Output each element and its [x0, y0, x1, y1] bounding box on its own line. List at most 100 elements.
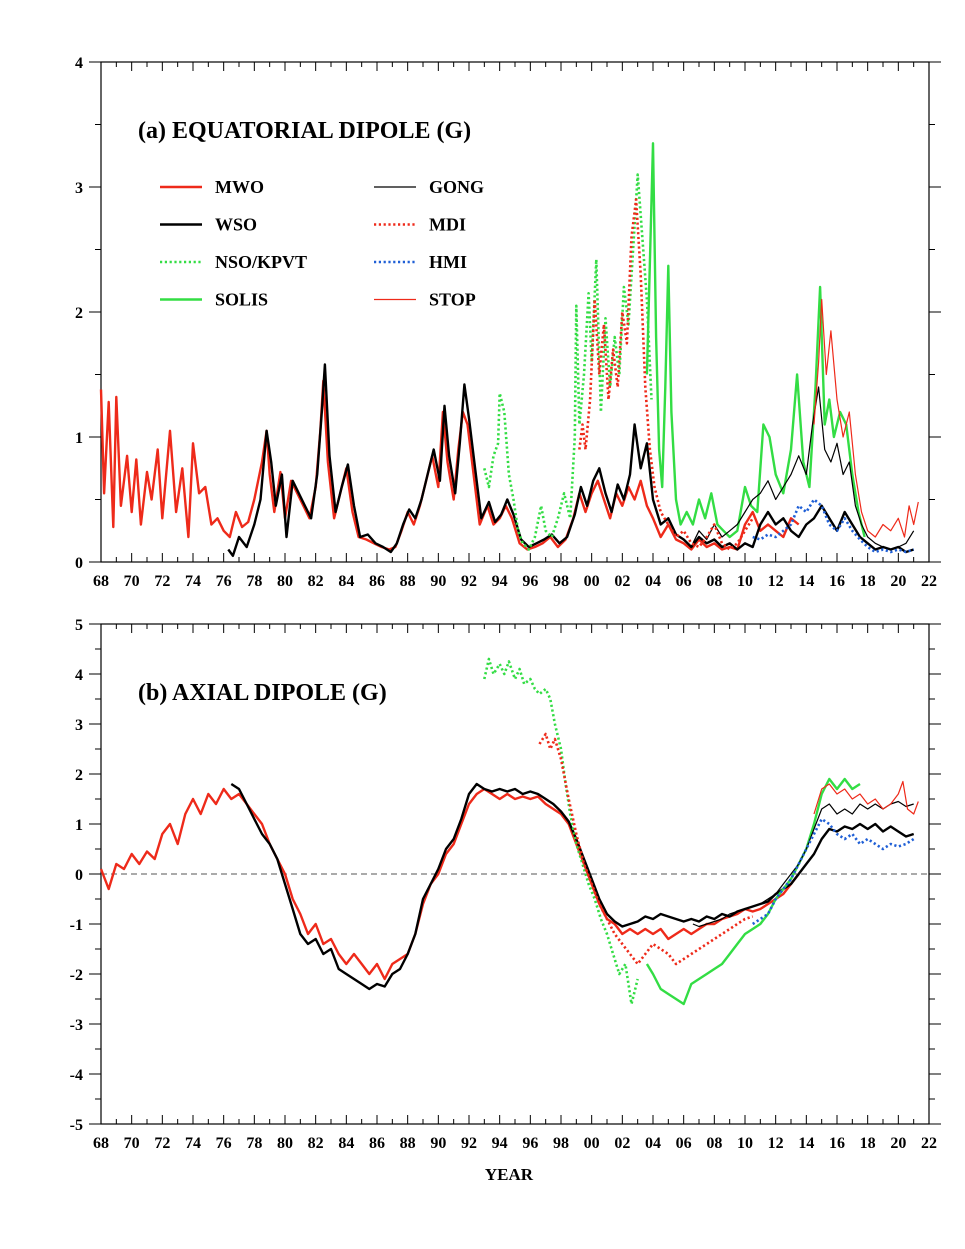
x-tick-label: 18	[860, 1135, 876, 1152]
series-line-mdi	[578, 198, 754, 551]
series-lines-a	[99, 142, 919, 557]
x-tick-label: 80	[277, 1135, 293, 1152]
x-tick-label: 90	[430, 573, 446, 590]
series-line-nso-kpvt	[483, 173, 653, 551]
x-tick-label: 22	[921, 573, 937, 590]
x-tick-label: 20	[890, 573, 906, 590]
y-tick-label: -1	[70, 917, 83, 934]
x-tick-label: 16	[829, 573, 845, 590]
y-tick-label: 5	[75, 617, 83, 634]
x-tick-label: 06	[676, 573, 692, 590]
panel-title-a: (a) EQUATORIAL DIPOLE (G)	[138, 118, 471, 144]
x-tick-label: 76	[216, 1135, 232, 1152]
axes-a: 68 70 72 74 76 78 80 82 84 86 88 90 92 94 96 98 00 02 04 06…	[75, 55, 941, 590]
x-tick-label: 84	[338, 573, 354, 590]
x-tick-label: 02	[614, 573, 630, 590]
x-tick-label: 18	[860, 573, 876, 590]
x-tick-label: 88	[400, 573, 416, 590]
y-tick-label: -3	[70, 1017, 83, 1034]
x-tick-label: 12	[768, 573, 784, 590]
y-tick-label: 3	[75, 180, 83, 197]
series-line-mdi	[538, 732, 754, 966]
y-tick-label: -2	[70, 967, 83, 984]
x-tick-label: 72	[154, 1135, 170, 1152]
x-tick-label: 98	[553, 573, 569, 590]
x-tick-label: 82	[308, 1135, 324, 1152]
x-tick-label: 92	[461, 573, 477, 590]
series-line-gong	[692, 386, 915, 551]
x-tick-label: 74	[185, 1135, 201, 1152]
x-tick-label: 86	[369, 1135, 385, 1152]
x-tick-label: 68	[93, 573, 109, 590]
series-line-stop	[813, 298, 919, 538]
legend-label-mdi: MDI	[429, 215, 466, 235]
series-line-mwo	[99, 787, 800, 981]
x-tick-label: 16	[829, 1135, 845, 1152]
x-tick-label: 70	[124, 573, 140, 590]
x-tick-label: 88	[400, 1135, 416, 1152]
series-line-wso	[230, 782, 915, 991]
y-tick-label: 1	[75, 430, 83, 447]
legend-label-stop: STOP	[429, 290, 476, 310]
panel-equatorial: 68 70 72 74 76 78 80 82 84 86 88 90 92 94 96 98 00 02 04 06…	[75, 55, 941, 590]
panel-title-b: (b) AXIAL DIPOLE (G)	[138, 680, 387, 706]
legend-label-wso: WSO	[215, 215, 257, 235]
x-tick-label: 78	[246, 1135, 262, 1152]
x-tick-label: 78	[246, 573, 262, 590]
series-lines-b	[99, 657, 919, 1006]
legend: MWO WSO NSO/KPVT SOLIS GONG MDI HMI STOP	[160, 177, 484, 310]
axes-b: 68 70 72 74 76 78 80 82 84 86 88 90 92 94 96 98 00 02 04 06…	[70, 617, 941, 1152]
legend-label-hmi: HMI	[429, 252, 467, 272]
x-tick-label: 10	[737, 573, 753, 590]
legend-label-gong: GONG	[429, 177, 484, 197]
x-tick-label: 84	[338, 1135, 354, 1152]
x-tick-label: 96	[522, 573, 538, 590]
series-line-wso	[227, 363, 915, 557]
x-tick-label: 14	[798, 573, 814, 590]
x-tick-label: 80	[277, 573, 293, 590]
y-tick-label: 2	[75, 305, 83, 322]
y-tick-label: -4	[70, 1067, 83, 1084]
x-tick-label: 82	[308, 573, 324, 590]
x-tick-label: 00	[584, 1135, 600, 1152]
y-tick-label: 1	[75, 817, 83, 834]
panel-axial: 68 70 72 74 76 78 80 82 84 86 88 90 92 94 96 98 00 02 04 06…	[70, 617, 941, 1184]
x-tick-label: 00	[584, 573, 600, 590]
y-tick-label: 4	[75, 667, 83, 684]
x-tick-label: 76	[216, 573, 232, 590]
x-tick-label: 12	[768, 1135, 784, 1152]
x-tick-label: 08	[706, 573, 722, 590]
x-tick-label: 20	[890, 1135, 906, 1152]
x-tick-label: 22	[921, 1135, 937, 1152]
legend-label-solis: SOLIS	[215, 290, 268, 310]
x-tick-label: 72	[154, 573, 170, 590]
series-line-gong	[692, 800, 914, 928]
x-tick-label: 68	[93, 1135, 109, 1152]
series-line-solis	[645, 142, 866, 539]
x-tick-label: 94	[492, 573, 508, 590]
x-tick-label: 10	[737, 1135, 753, 1152]
x-tick-label: 96	[522, 1135, 538, 1152]
x-tick-label: 98	[553, 1135, 569, 1152]
legend-label-mwo: MWO	[215, 177, 264, 197]
y-tick-label: 0	[75, 555, 83, 572]
x-tick-label: 74	[185, 573, 201, 590]
x-tick-label: 90	[430, 1135, 446, 1152]
x-tick-label: 92	[461, 1135, 477, 1152]
x-tick-label: 86	[369, 573, 385, 590]
series-line-stop	[813, 780, 919, 815]
series-line-hmi	[752, 498, 915, 554]
y-tick-label: -5	[70, 1117, 83, 1134]
y-tick-label: 3	[75, 717, 83, 734]
x-tick-label: 70	[124, 1135, 140, 1152]
y-tick-label: 4	[75, 55, 83, 72]
y-tick-label: 2	[75, 767, 83, 784]
series-line-hmi	[751, 817, 915, 926]
x-tick-label: 08	[706, 1135, 722, 1152]
y-tick-label: 0	[75, 867, 83, 884]
x-tick-label: 02	[614, 1135, 630, 1152]
series-line-nso-kpvt	[483, 657, 639, 1006]
x-tick-label: 06	[676, 1135, 692, 1152]
x-tick-label: 04	[645, 573, 661, 590]
